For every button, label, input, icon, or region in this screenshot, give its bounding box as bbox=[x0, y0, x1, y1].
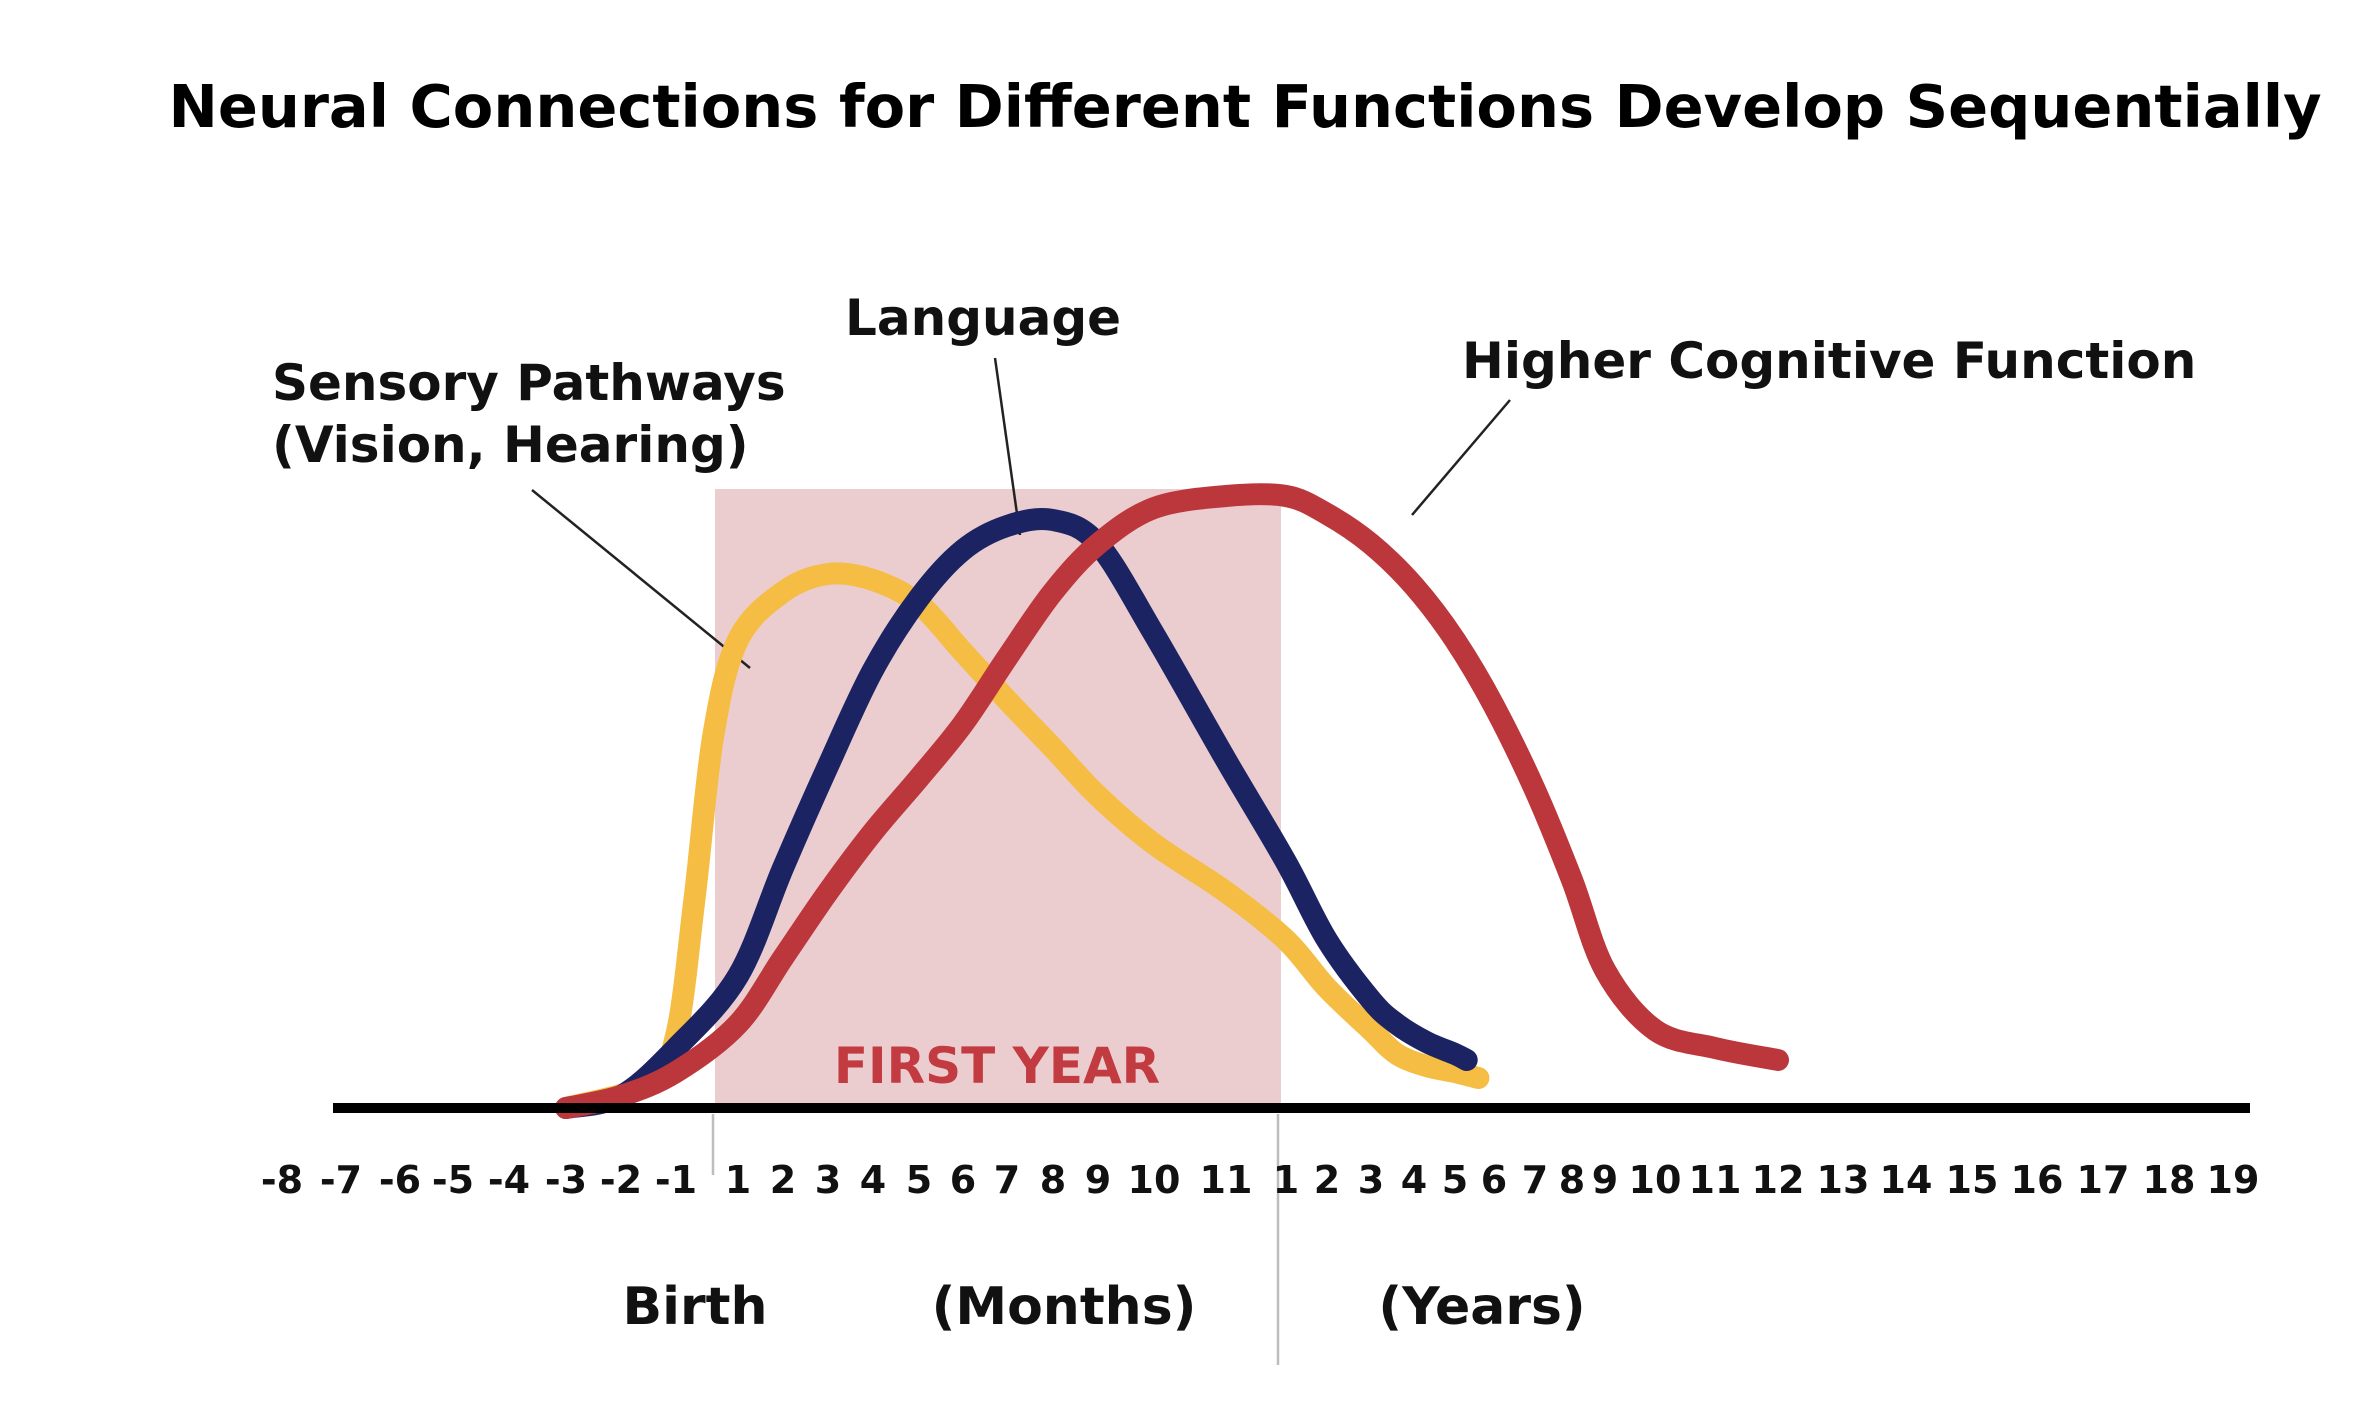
x-tick-label-year-8: 8 bbox=[1559, 1158, 1585, 1202]
x-tick-label-month-7: 7 bbox=[994, 1158, 1020, 1202]
x-tick-label-year-11: 11 bbox=[1689, 1158, 1742, 1202]
axis-section-months: (Months) bbox=[932, 1277, 1197, 1337]
x-tick-label-month-10: 10 bbox=[1128, 1158, 1181, 1202]
x-tick-label-year-18: 18 bbox=[2143, 1158, 2196, 1202]
axis-section-birth: Birth bbox=[623, 1277, 768, 1337]
series-label-higher-cognitive: Higher Cognitive Function bbox=[1462, 332, 2196, 390]
x-tick-label-month-9: 9 bbox=[1085, 1158, 1111, 1202]
x-tick-label-year-12: 12 bbox=[1752, 1158, 1805, 1202]
leader-language bbox=[993, 357, 1022, 536]
x-tick-label-month-2: 2 bbox=[770, 1158, 796, 1202]
x-tick-label-month-6: 6 bbox=[950, 1158, 976, 1202]
x-tick-label-year-3: 3 bbox=[1358, 1158, 1384, 1202]
x-tick-label-year-14: 14 bbox=[1880, 1158, 1933, 1202]
x-tick-labels: -8 -7 -6 -5 -4 -3 -2 -1 1 2 3 4 5 6 7 8 9 10 11 1 2 3 4 5 6 7 8 9 10… bbox=[261, 1158, 2260, 1202]
x-tick-label-month-4: 4 bbox=[860, 1158, 886, 1202]
x-tick-label-year-7: 7 bbox=[1522, 1158, 1548, 1202]
x-tick-label-year-4: 4 bbox=[1401, 1158, 1427, 1202]
x-tick-label-year-2: 2 bbox=[1314, 1158, 1340, 1202]
x-tick-label-prenatal-neg6: -6 bbox=[379, 1158, 421, 1202]
x-tick-label-prenatal-neg4: -4 bbox=[488, 1158, 530, 1202]
x-tick-label-prenatal-neg1: -1 bbox=[655, 1158, 697, 1202]
x-tick-label-month-3: 3 bbox=[815, 1158, 841, 1202]
series-label-language: Language bbox=[845, 289, 1121, 347]
leader-lines bbox=[531, 357, 1511, 669]
series-label-sensory-detail: (Vision, Hearing) bbox=[272, 416, 749, 474]
x-tick-label-prenatal-neg3: -3 bbox=[545, 1158, 587, 1202]
x-tick-label-year-6: 6 bbox=[1481, 1158, 1507, 1202]
x-tick-label-year-13: 13 bbox=[1817, 1158, 1870, 1202]
x-tick-label-prenatal-neg2: -2 bbox=[600, 1158, 642, 1202]
x-tick-label-year-19: 19 bbox=[2207, 1158, 2260, 1202]
x-tick-label-year-1: 1 bbox=[1273, 1158, 1299, 1202]
leader-higher-cognitive bbox=[1411, 399, 1511, 516]
x-tick-label-year-15: 15 bbox=[1946, 1158, 1999, 1202]
series-line-language bbox=[555, 507, 1478, 1119]
series-label-sensory: Sensory Pathways bbox=[272, 354, 786, 412]
leader-sensory-pathways bbox=[531, 489, 751, 669]
series-lines bbox=[555, 483, 1789, 1119]
x-tick-label-month-1: 1 bbox=[725, 1158, 751, 1202]
series-line-higher-cognitive-function bbox=[555, 483, 1789, 1119]
x-tick-label-month-11: 11 bbox=[1200, 1158, 1253, 1202]
x-tick-label-prenatal-neg8: -8 bbox=[261, 1158, 303, 1202]
chart-title: Neural Connections for Different Functio… bbox=[168, 72, 2321, 141]
region-label-first-year: FIRST YEAR bbox=[834, 1037, 1160, 1095]
x-tick-label-year-16: 16 bbox=[2011, 1158, 2064, 1202]
x-tick-label-prenatal-neg7: -7 bbox=[320, 1158, 362, 1202]
x-tick-label-prenatal-neg5: -5 bbox=[432, 1158, 474, 1202]
x-tick-label-year-17: 17 bbox=[2077, 1158, 2130, 1202]
axis-section-years: (Years) bbox=[1378, 1277, 1585, 1337]
x-tick-label-month-5: 5 bbox=[906, 1158, 932, 1202]
x-tick-label-month-8: 8 bbox=[1040, 1158, 1066, 1202]
x-tick-label-year-10: 10 bbox=[1629, 1158, 1682, 1202]
x-tick-label-year-9: 9 bbox=[1592, 1158, 1618, 1202]
x-tick-label-year-5: 5 bbox=[1442, 1158, 1468, 1202]
